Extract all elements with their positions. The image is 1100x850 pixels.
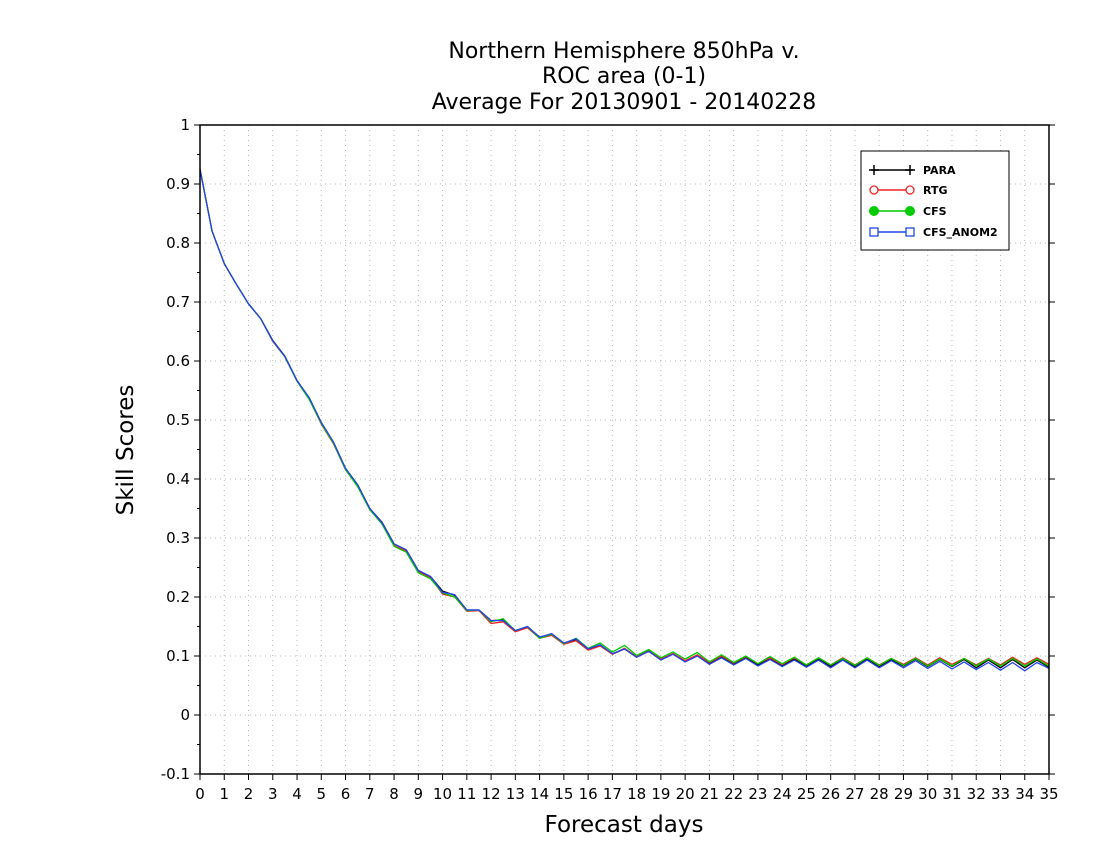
y-axis-ticks: -0.1 0 0.1 0.2 0.3 0.4 0.5 0.6 0.7 0.8 0.9 1 [161, 116, 1055, 783]
x-tick-label: 24 [773, 785, 792, 803]
y-tick-label: 0.5 [166, 411, 190, 429]
x-tick-label: 5 [317, 785, 327, 803]
title-line: ROC area (0-1) [542, 64, 706, 89]
legend-label: CFS_ANOM2 [923, 226, 998, 239]
legend-marker-circle [905, 185, 915, 195]
x-tick-label: 27 [845, 785, 864, 803]
x-tick-label: 25 [797, 785, 816, 803]
x-tick-label: 21 [700, 785, 719, 803]
x-tick-label: 30 [918, 785, 937, 803]
x-tick-label: 22 [724, 785, 743, 803]
x-tick-label: 13 [506, 785, 525, 803]
x-tick-label: 29 [894, 785, 913, 803]
y-tick-label: 1 [180, 116, 190, 134]
x-tick-label: 8 [389, 785, 399, 803]
legend-marker-dot [869, 206, 879, 216]
x-tick-label: 20 [676, 785, 695, 803]
x-tick-label: 28 [870, 785, 889, 803]
y-tick-label: -0.1 [161, 765, 190, 783]
y-tick-label: 0.6 [166, 352, 190, 370]
x-axis-label: Forecast days [545, 812, 704, 838]
title-line: Northern Hemisphere 850hPa v. [448, 39, 799, 64]
legend-label: CFS [923, 205, 947, 218]
x-tick-label: 10 [433, 785, 452, 803]
x-tick-label: 6 [341, 785, 351, 803]
legend-marker-dot [905, 206, 915, 216]
legend-marker-square [869, 227, 879, 237]
legend-label: RTG [923, 184, 948, 197]
chart-title: Northern Hemisphere 850hPa v.ROC area (0… [432, 39, 817, 115]
legend: PARA RTG CFS CFS_ANOM2 [860, 150, 1010, 251]
x-tick-label: 15 [554, 785, 573, 803]
series-line-cfs-anom2 [199, 169, 1050, 672]
x-tick-label: 33 [991, 785, 1010, 803]
x-axis-ticks: 0 1 2 3 4 5 6 7 8 9 10 11 12 13 14 15 16 17 18 19 20 21 22 23 24… [195, 774, 1059, 803]
x-tick-label: 1 [219, 785, 229, 803]
x-tick-label: 23 [748, 785, 767, 803]
x-tick-label: 19 [651, 785, 670, 803]
x-tick-label: 11 [457, 785, 476, 803]
y-axis-label: Skill Scores [113, 385, 139, 516]
y-tick-label: 0.1 [166, 647, 190, 665]
x-tick-label: 3 [268, 785, 278, 803]
y-tick-label: 0.4 [166, 470, 190, 488]
y-tick-label: 0 [180, 706, 190, 724]
series-lines [199, 169, 1050, 672]
legend-label: PARA [923, 164, 956, 177]
y-tick-label: 0.2 [166, 588, 190, 606]
x-tick-label: 35 [1039, 785, 1058, 803]
x-tick-label: 12 [482, 785, 501, 803]
legend-box [860, 150, 1010, 251]
y-tick-label: 0.7 [166, 293, 190, 311]
x-tick-label: 26 [821, 785, 840, 803]
legend-marker-square [905, 227, 915, 237]
y-tick-label: 0.8 [166, 234, 190, 252]
x-tick-label: 32 [967, 785, 986, 803]
x-tick-label: 14 [530, 785, 549, 803]
x-tick-label: 34 [1015, 785, 1034, 803]
x-tick-label: 31 [942, 785, 961, 803]
x-tick-label: 4 [292, 785, 302, 803]
y-tick-label: 0.3 [166, 529, 190, 547]
legend-marker-circle [869, 185, 879, 195]
x-tick-label: 16 [579, 785, 598, 803]
x-tick-label: 17 [603, 785, 622, 803]
x-tick-label: 18 [627, 785, 646, 803]
x-tick-label: 0 [195, 785, 205, 803]
x-tick-label: 2 [244, 785, 254, 803]
x-tick-label: 7 [365, 785, 375, 803]
y-tick-label: 0.9 [166, 175, 190, 193]
title-line: Average For 20130901 - 20140228 [432, 90, 817, 115]
x-tick-label: 9 [414, 785, 424, 803]
